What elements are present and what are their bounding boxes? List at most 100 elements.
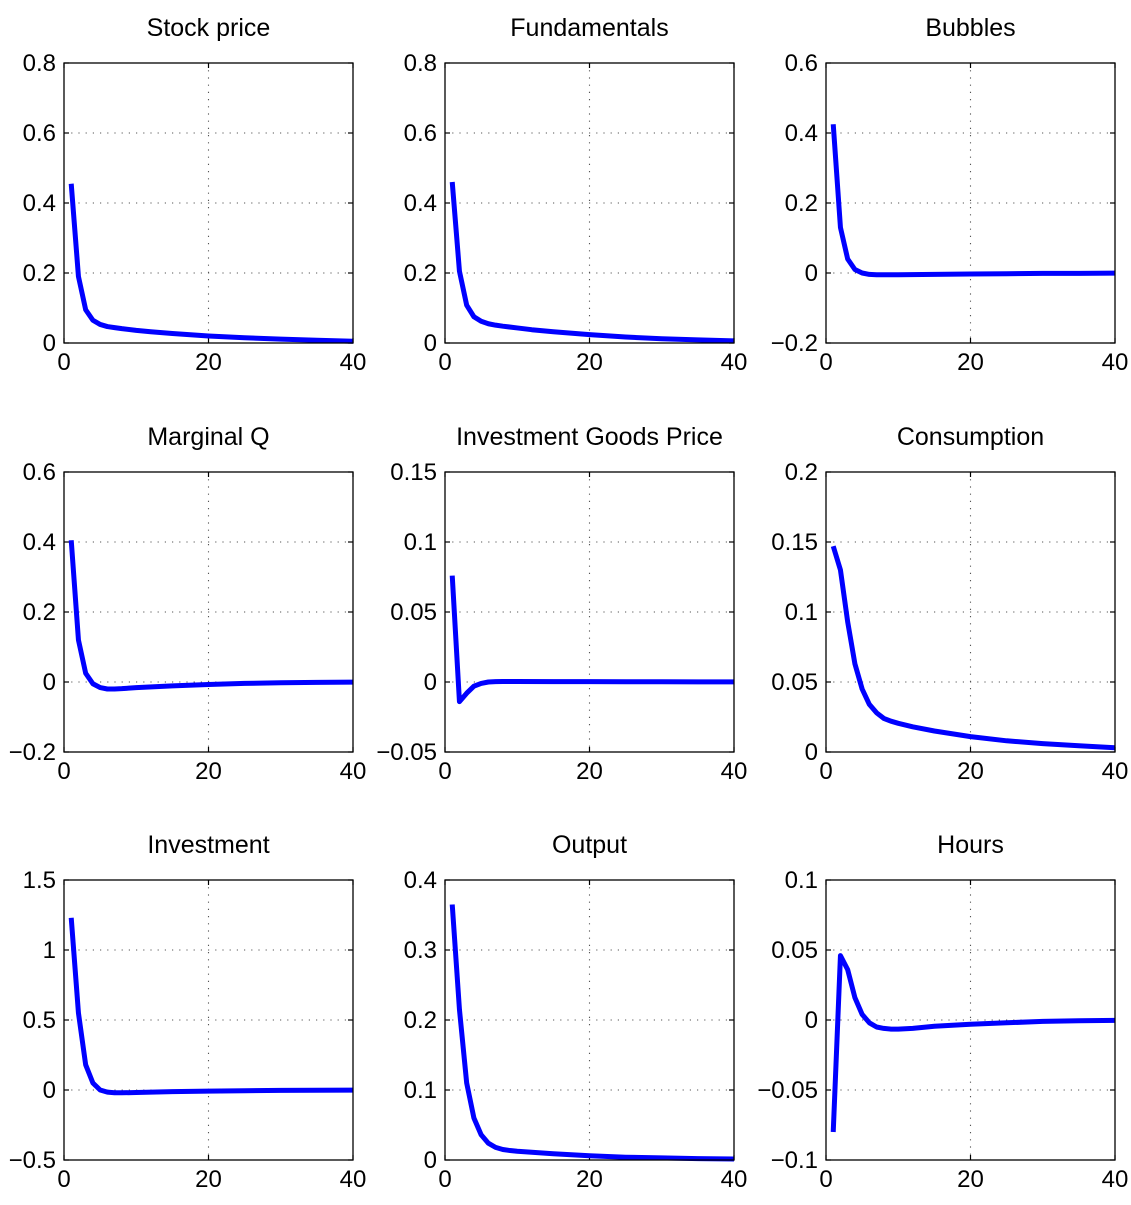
y-tick-label: 0.1 (404, 1077, 437, 1104)
y-tick-label: 0.2 (404, 1007, 437, 1034)
y-tick-label: −0.05 (757, 1077, 818, 1104)
panel-output: Output 0 20 40 0 0.1 0.2 0.3 0.4 (404, 831, 748, 1193)
x-tick-label: 20 (576, 758, 603, 785)
series-line (830, 953, 1116, 1133)
y-tick-label: 0.05 (771, 669, 818, 696)
series-line (68, 917, 354, 1096)
series-line (830, 545, 1116, 751)
x-tick-label: 20 (576, 1166, 603, 1193)
y-tick-label: 0.1 (785, 599, 818, 626)
axes-frame (63, 471, 354, 753)
panel-fundamentals: Fundamentals 0 20 40 0 0.2 0.4 0.6 0.8 (404, 14, 748, 376)
y-tick-label: 0.2 (785, 459, 818, 486)
x-tick-label: 20 (195, 758, 222, 785)
y-tick-label: 0.4 (785, 120, 818, 147)
x-tick-label: 0 (438, 349, 451, 376)
y-tick-label: 1 (43, 937, 56, 964)
x-tick-label: 40 (721, 349, 748, 376)
panel-title: Investment Goods Price (456, 423, 723, 451)
panel-stock-price: Stock price 0 20 40 0 0.2 0.4 0.6 0.8 (23, 14, 367, 376)
y-tick-label: 0.6 (23, 120, 56, 147)
y-tick-label: 0.15 (771, 529, 818, 556)
y-tick-label: 0 (43, 330, 56, 357)
y-tick-label: −0.2 (9, 739, 56, 766)
axes-frame (444, 471, 735, 753)
panel-title: Fundamentals (510, 14, 668, 42)
x-tick-label: 0 (57, 1166, 70, 1193)
axes-frame (444, 62, 735, 344)
x-tick-label: 0 (819, 758, 832, 785)
y-tick-label: −0.05 (376, 739, 437, 766)
y-tick-label: 0 (424, 669, 437, 696)
panel-title: Marginal Q (147, 423, 269, 451)
y-tick-label: 0.6 (23, 459, 56, 486)
y-tick-label: 0.1 (404, 529, 437, 556)
series-line (68, 183, 354, 344)
y-tick-label: 0.2 (785, 190, 818, 217)
x-tick-label: 40 (1102, 1166, 1129, 1193)
axes-frame (825, 62, 1116, 344)
x-tick-label: 20 (957, 349, 984, 376)
y-tick-label: 0.2 (23, 260, 56, 287)
y-tick-label: 0.15 (390, 459, 437, 486)
x-tick-label: 40 (340, 758, 367, 785)
panel-consumption: Consumption 0 20 40 0 0.05 0.1 0.15 0.2 (771, 423, 1128, 785)
y-tick-label: 0.2 (404, 260, 437, 287)
y-tick-label: 0.4 (23, 190, 56, 217)
axes-frame (63, 62, 354, 344)
x-tick-label: 40 (1102, 758, 1129, 785)
y-tick-label: 1.5 (23, 867, 56, 894)
x-tick-label: 20 (195, 1166, 222, 1193)
axes-frame (825, 879, 1116, 1161)
y-tick-label: 0.6 (404, 120, 437, 147)
series-line (449, 181, 735, 344)
panel-title: Consumption (897, 423, 1044, 451)
axes-frame (444, 879, 735, 1161)
y-tick-label: −0.1 (771, 1147, 818, 1174)
y-tick-label: 0.2 (23, 599, 56, 626)
y-tick-label: 0 (805, 739, 818, 766)
y-tick-label: 0.3 (404, 937, 437, 964)
y-tick-label: 0 (424, 330, 437, 357)
y-tick-label: 0.8 (404, 50, 437, 77)
y-tick-label: −0.5 (9, 1147, 56, 1174)
y-tick-label: 0.5 (23, 1007, 56, 1034)
x-tick-label: 20 (957, 758, 984, 785)
x-tick-label: 20 (957, 1166, 984, 1193)
x-tick-label: 40 (340, 349, 367, 376)
x-tick-label: 0 (57, 349, 70, 376)
y-tick-label: 0.05 (390, 599, 437, 626)
x-tick-label: 40 (1102, 349, 1129, 376)
y-tick-label: 0 (43, 1077, 56, 1104)
panel-title: Stock price (147, 14, 271, 42)
y-tick-label: 0 (805, 1007, 818, 1034)
panel-hours: Hours 0 20 40 −0.1 −0.05 0 0.05 0.1 (757, 831, 1128, 1193)
x-tick-label: 0 (819, 1166, 832, 1193)
x-tick-label: 0 (57, 758, 70, 785)
y-tick-label: 0.1 (785, 867, 818, 894)
panel-title: Investment (147, 831, 269, 859)
y-tick-label: −0.2 (771, 330, 818, 357)
series-line (449, 575, 734, 705)
x-tick-label: 20 (195, 349, 222, 376)
y-tick-label: 0.8 (23, 50, 56, 77)
series-line (830, 124, 1116, 278)
x-tick-label: 0 (438, 1166, 451, 1193)
series-line (449, 904, 735, 1162)
panel-marginal-q: Marginal Q0 20 40−0.200.20.40.6 (9, 423, 367, 785)
y-tick-label: 0.4 (404, 867, 437, 894)
panel-title: Hours (937, 831, 1004, 859)
x-tick-label: 0 (438, 758, 451, 785)
y-tick-label: 0 (805, 260, 818, 287)
y-tick-label: 0 (424, 1147, 437, 1174)
y-tick-label: 0.6 (785, 50, 818, 77)
x-tick-label: 0 (819, 349, 832, 376)
x-tick-label: 40 (721, 758, 748, 785)
panel-title: Output (552, 831, 627, 859)
x-tick-label: 40 (721, 1166, 748, 1193)
panel-title: Bubbles (925, 14, 1015, 42)
y-tick-label: 0.4 (404, 190, 437, 217)
